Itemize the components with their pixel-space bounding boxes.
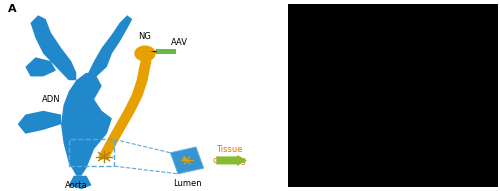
Text: B: B bbox=[294, 9, 302, 19]
FancyArrow shape bbox=[216, 155, 247, 166]
Polygon shape bbox=[150, 51, 156, 53]
Polygon shape bbox=[170, 147, 203, 174]
Text: x: x bbox=[362, 14, 367, 23]
Polygon shape bbox=[68, 176, 92, 189]
Text: AAV: AAV bbox=[170, 38, 188, 47]
Text: Lumen: Lumen bbox=[172, 179, 202, 188]
Polygon shape bbox=[30, 15, 76, 80]
Polygon shape bbox=[156, 49, 176, 54]
Polygon shape bbox=[18, 111, 61, 134]
Polygon shape bbox=[61, 73, 112, 176]
Text: y: y bbox=[314, 25, 319, 34]
Text: A: A bbox=[8, 4, 16, 14]
Text: eYFP: eYFP bbox=[458, 17, 485, 27]
Text: Aortic lumen: Aortic lumen bbox=[364, 173, 422, 183]
Text: z: z bbox=[336, 43, 340, 52]
Text: NG: NG bbox=[138, 32, 151, 41]
Text: Tissue
clearing: Tissue clearing bbox=[212, 145, 246, 165]
Bar bbox=[68, 139, 114, 166]
Text: Aorta: Aorta bbox=[65, 181, 88, 190]
Polygon shape bbox=[26, 57, 56, 76]
Circle shape bbox=[134, 45, 156, 62]
Text: ADN: ADN bbox=[42, 95, 60, 104]
Polygon shape bbox=[86, 15, 132, 76]
Circle shape bbox=[182, 157, 186, 160]
